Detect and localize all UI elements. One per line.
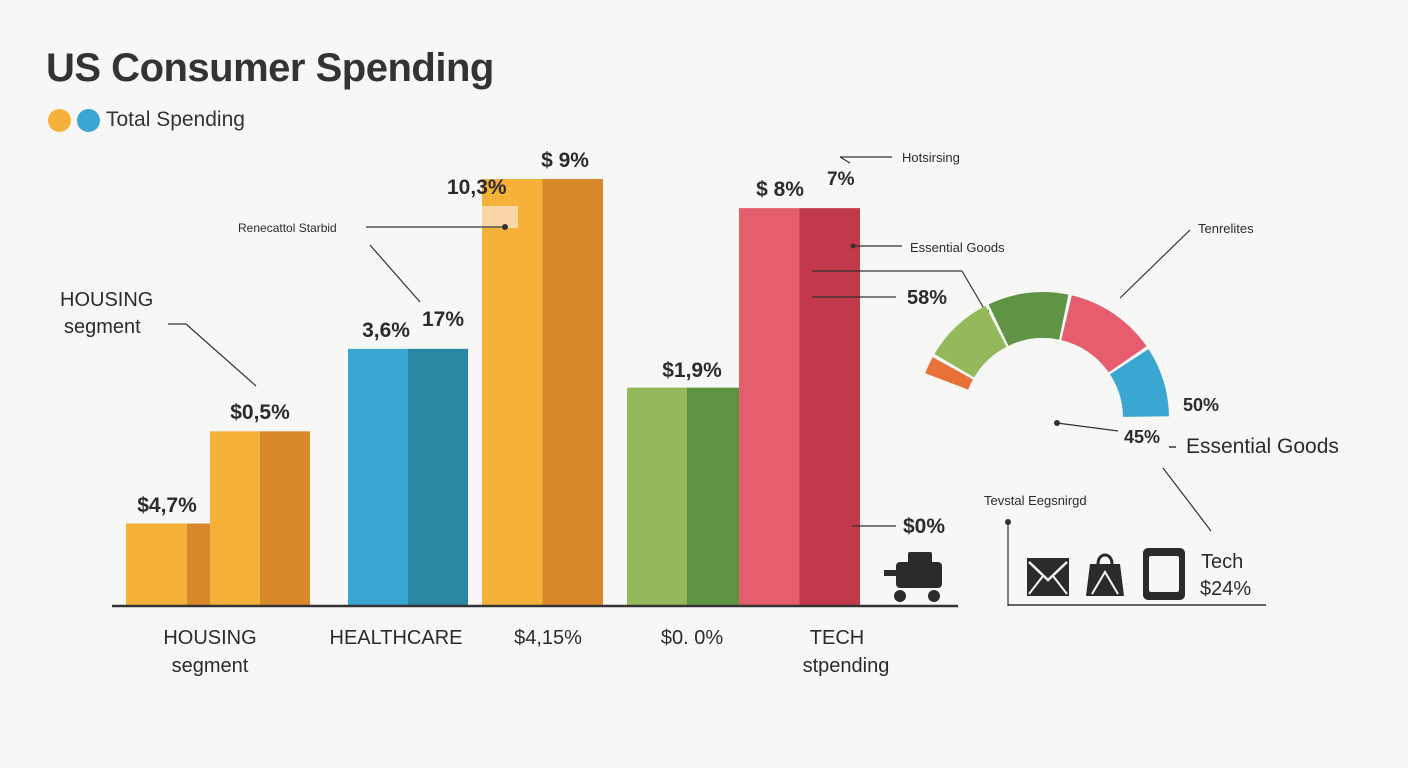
annotation-10-3: 10,3% — [447, 176, 507, 199]
bar-4-highlight — [482, 206, 518, 228]
donut-slice-5 — [1109, 349, 1169, 417]
leader-45 — [1056, 422, 1119, 432]
leader-starbid-2 — [369, 244, 421, 303]
bar-2-value-label: $0,5% — [230, 401, 290, 424]
annotation-0: $0% — [903, 515, 945, 538]
bar-4-value-label: $ 9% — [541, 149, 589, 172]
cart-icon — [884, 552, 942, 602]
annotation-housing: HOUSING — [60, 289, 153, 311]
category-label-housing: HOUSING — [163, 627, 256, 649]
category-label-3: $4,15% — [514, 627, 582, 649]
shopping-bag-icon-body — [1086, 564, 1124, 596]
leader-essential-3 — [961, 270, 987, 313]
donut-slice-2 — [934, 305, 1007, 378]
bar-4 — [482, 179, 603, 606]
bar-5-front — [627, 387, 687, 606]
leader-tenrelites — [1119, 229, 1191, 299]
bar-4-front — [482, 179, 543, 606]
chart-title: US Consumer Spending — [46, 46, 494, 90]
bar-1-value-label: $4,7% — [137, 494, 197, 517]
annotation-housing-line2: segment — [64, 316, 141, 338]
bar-1-front — [126, 523, 187, 606]
bar-6-front — [739, 208, 800, 606]
tablet-icon-screen — [1149, 556, 1179, 592]
bar-4-side — [542, 179, 603, 606]
leader-starbid-dot — [502, 224, 508, 230]
donut-label-tenrelites: Tenrelites — [1198, 221, 1254, 236]
bar-6-value-label: $ 8% — [756, 178, 804, 201]
envelope-icon — [1027, 558, 1069, 596]
bar-6-side — [799, 208, 860, 606]
category-label-housing-line2: segment — [172, 655, 249, 677]
cart-icon-top — [908, 552, 932, 564]
leader-hotsirsing-2 — [839, 156, 851, 164]
legend-dot-blue — [77, 108, 100, 132]
annotation-7: 7% — [827, 169, 855, 190]
cart-icon-wheel-1 — [894, 590, 906, 602]
leader-essential-dot — [850, 243, 856, 249]
annotation-58: 58% — [907, 287, 947, 309]
bar-3 — [348, 348, 468, 606]
bar-6 — [739, 208, 860, 606]
envelope-icon-fold-2 — [1052, 575, 1068, 595]
donut-slice-4 — [1061, 295, 1147, 373]
donut-label-45: 45% — [1124, 427, 1160, 447]
category-label-tech-line2: stpending — [803, 655, 890, 677]
bar-3-front — [348, 348, 408, 606]
legend: Total Spending — [48, 108, 245, 132]
annotation-17: 17% — [422, 308, 464, 331]
category-label-4: $0. 0% — [661, 627, 723, 649]
leader-housing-2 — [185, 323, 257, 387]
bar-5-side — [687, 387, 747, 606]
tablet-icon — [1143, 548, 1185, 600]
icons-panel-tech-label: Tech — [1201, 551, 1243, 573]
bar-2-front — [210, 431, 260, 606]
shopping-bag-icon — [1086, 553, 1124, 596]
donut-slice-3 — [988, 292, 1069, 346]
annotation-hotsirsing: Hotsirsing — [902, 150, 960, 165]
bar-2-side — [260, 431, 310, 606]
envelope-icon-body — [1027, 558, 1069, 596]
envelope-icon-flap — [1028, 561, 1068, 582]
category-label-tech: TECH — [810, 627, 864, 649]
shopping-bag-icon-handle — [1096, 553, 1114, 565]
icons-panel-title: Tevstal Eegsnirgd — [984, 493, 1087, 508]
legend-dot-orange — [48, 108, 71, 132]
bar-5-value-label: $1,9% — [662, 359, 722, 382]
cart-icon-wheel-2 — [928, 590, 940, 602]
donut-label-essential-goods: Essential Goods — [1186, 435, 1339, 458]
leader-essential-goods-down — [1162, 467, 1212, 532]
bar-3-side — [408, 348, 468, 606]
cart-icon-handle — [884, 570, 900, 576]
cart-icon-body — [896, 562, 942, 588]
bar-3-value-label: 3,6% — [362, 319, 410, 342]
legend-label: Total Spending — [106, 108, 245, 131]
envelope-icon-fold-1 — [1028, 575, 1044, 595]
icons-panel-tech-value: $24% — [1200, 578, 1251, 600]
shopping-bag-icon-fold — [1091, 570, 1119, 595]
bar-5 — [627, 387, 747, 606]
annotation-starbid: Renecattol Starbid — [238, 221, 337, 235]
category-label-healthcare: HEALTHCARE — [330, 627, 463, 649]
donut-label-50: 50% — [1183, 395, 1219, 415]
bar-2 — [210, 431, 310, 606]
donut-slice-1 — [925, 357, 973, 390]
annotation-essential-goods: Essential Goods — [910, 240, 1005, 255]
